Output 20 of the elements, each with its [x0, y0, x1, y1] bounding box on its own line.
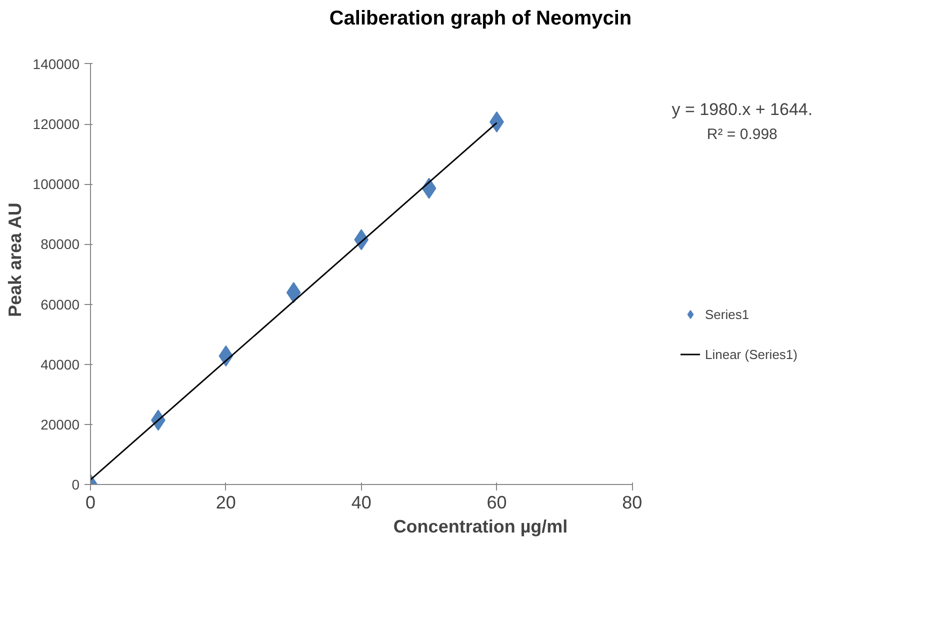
y-tick-label: 80000	[40, 236, 80, 252]
y-tick-label: 100000	[32, 176, 80, 192]
y-tick-label: 120000	[32, 116, 80, 132]
x-tick-label: 80	[622, 492, 642, 512]
y-axis-title: Peak area AU	[4, 202, 25, 318]
text: R² = 0.998	[706, 126, 778, 143]
legend-label: Linear (Series1)	[705, 346, 798, 362]
x-tick-label: 20	[216, 492, 236, 512]
x-axis-title: Concentration µg/ml	[393, 516, 568, 536]
y-tick-label: 140000	[32, 56, 80, 72]
y-tick-label: 60000	[40, 296, 80, 312]
x-tick-label: 40	[351, 492, 372, 512]
x-tick-label: 0	[85, 492, 96, 512]
text: y = 1980.x + 1644.	[672, 100, 813, 119]
y-tick-label: 20000	[40, 416, 80, 432]
x-tick-label: 60	[486, 492, 507, 512]
y-tick-label: 0	[72, 476, 80, 492]
legend-label: Series1	[705, 306, 750, 322]
y-tick-label: 40000	[40, 356, 80, 372]
chart-title: Caliberation graph of Neomycin	[329, 8, 632, 30]
